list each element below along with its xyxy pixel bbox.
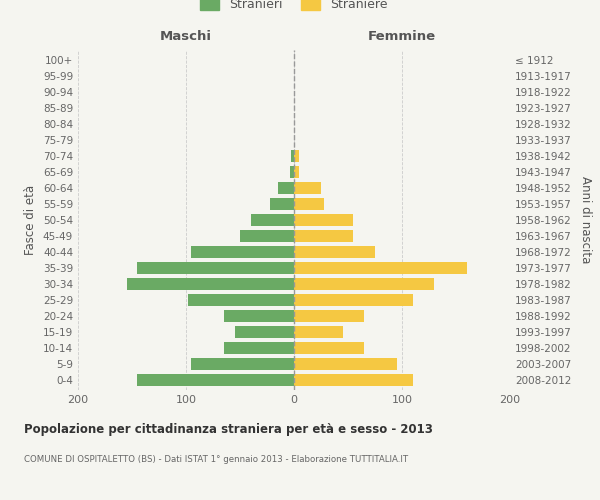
Bar bbox=[294, 246, 375, 258]
Bar bbox=[188, 294, 294, 306]
Bar bbox=[294, 230, 353, 242]
Bar bbox=[294, 150, 299, 162]
Bar bbox=[294, 166, 299, 178]
Bar bbox=[294, 262, 467, 274]
Text: Popolazione per cittadinanza straniera per età e sesso - 2013: Popolazione per cittadinanza straniera p… bbox=[24, 422, 433, 436]
Bar bbox=[251, 214, 294, 226]
Bar bbox=[290, 166, 294, 178]
Bar bbox=[235, 326, 294, 338]
Bar bbox=[294, 278, 434, 290]
Bar bbox=[294, 294, 413, 306]
Bar bbox=[224, 342, 294, 354]
Bar bbox=[240, 230, 294, 242]
Bar bbox=[294, 358, 397, 370]
Y-axis label: Anni di nascita: Anni di nascita bbox=[578, 176, 592, 264]
Bar bbox=[224, 310, 294, 322]
Bar bbox=[294, 374, 413, 386]
Bar bbox=[137, 374, 294, 386]
Y-axis label: Fasce di età: Fasce di età bbox=[25, 185, 37, 255]
Bar bbox=[294, 326, 343, 338]
Bar bbox=[294, 214, 353, 226]
Bar bbox=[294, 182, 321, 194]
Bar bbox=[127, 278, 294, 290]
Bar bbox=[294, 310, 364, 322]
Bar bbox=[191, 358, 294, 370]
Bar bbox=[291, 150, 294, 162]
Bar bbox=[137, 262, 294, 274]
Legend: Stranieri, Straniere: Stranieri, Straniere bbox=[200, 0, 388, 12]
Bar bbox=[270, 198, 294, 210]
Bar bbox=[294, 198, 324, 210]
Text: Maschi: Maschi bbox=[160, 30, 212, 43]
Bar bbox=[191, 246, 294, 258]
Text: Femmine: Femmine bbox=[368, 30, 436, 43]
Bar bbox=[294, 342, 364, 354]
Text: COMUNE DI OSPITALETTO (BS) - Dati ISTAT 1° gennaio 2013 - Elaborazione TUTTITALI: COMUNE DI OSPITALETTO (BS) - Dati ISTAT … bbox=[24, 455, 408, 464]
Bar bbox=[278, 182, 294, 194]
